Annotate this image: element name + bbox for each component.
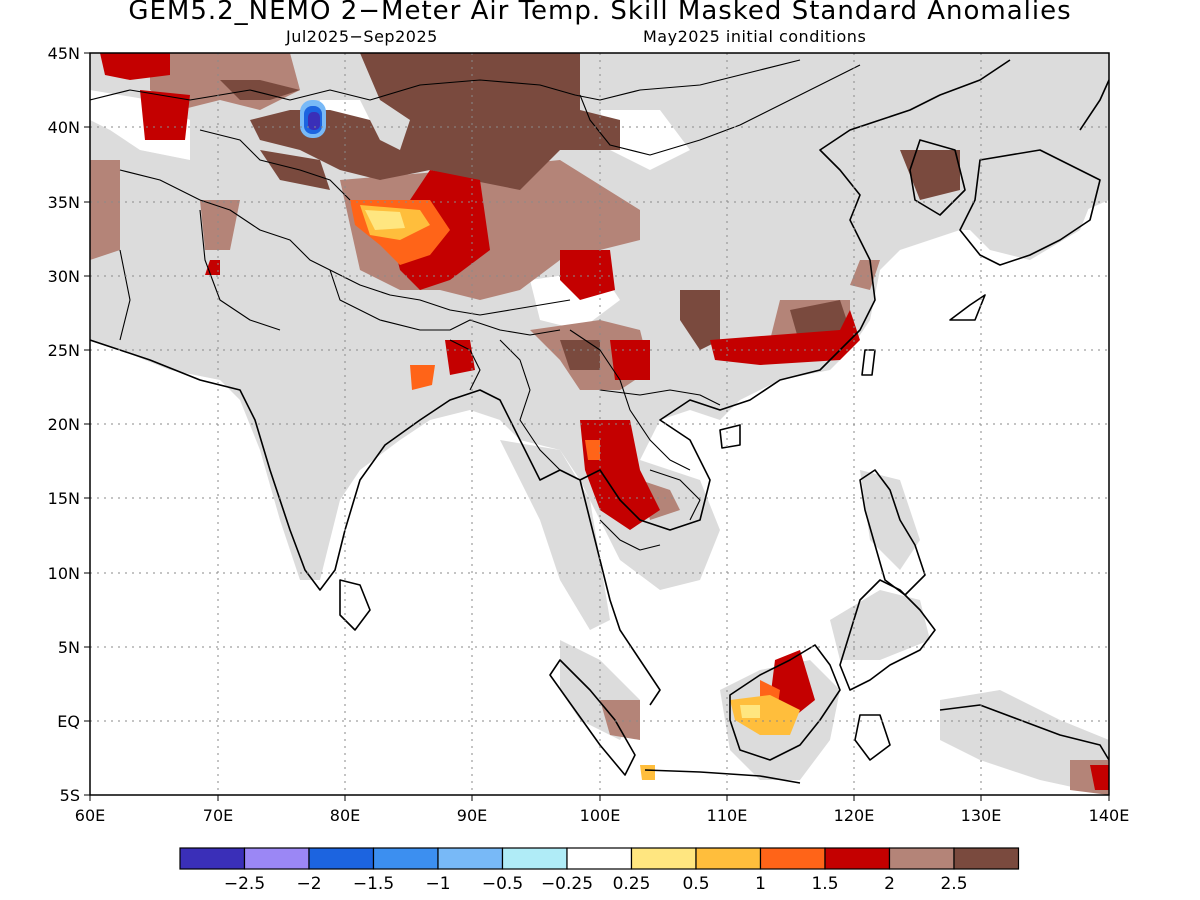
lon-label: 80E xyxy=(330,806,360,825)
negative-anomaly-spot xyxy=(300,100,326,138)
graticule xyxy=(90,53,1109,795)
colorbar: −2.5 −2 −1.5 −1 −0.5 −0.25 0.25 0.5 1 1.5 2 2.5 xyxy=(179,847,1020,894)
colorbar-swatch xyxy=(501,847,568,870)
anomaly-0.25-0.5 xyxy=(365,210,760,718)
lon-label: 130E xyxy=(961,806,1002,825)
colorbar-swatch xyxy=(888,847,955,870)
lat-label: 40N xyxy=(48,118,80,137)
colorbar-swatch xyxy=(695,847,762,870)
lon-label: 110E xyxy=(707,806,748,825)
lon-label: 60E xyxy=(75,806,105,825)
colorbar-swatch xyxy=(243,847,310,870)
colorbar-label: 0.5 xyxy=(682,874,709,894)
colorbar-label: 2.5 xyxy=(940,874,967,894)
lon-label: 120E xyxy=(834,806,875,825)
colorbar-label: −2 xyxy=(296,874,321,894)
colorbar-swatch xyxy=(759,847,826,870)
colorbar-label: −2.5 xyxy=(224,874,265,894)
lat-label: 5N xyxy=(58,638,80,657)
lat-label: 25N xyxy=(48,341,80,360)
colorbar-label: 1 xyxy=(755,874,766,894)
lat-label: 5S xyxy=(60,786,80,805)
lat-label: EQ xyxy=(57,712,80,731)
anomaly-gt-2.5 xyxy=(220,53,960,370)
lon-label: 100E xyxy=(580,806,621,825)
lat-labels: 45N 40N 35N 30N 25N 20N 15N 10N 5N EQ 5S xyxy=(48,44,80,805)
colorbar-swatch xyxy=(437,847,504,870)
colorbar-swatch xyxy=(179,847,246,870)
lat-label: 20N xyxy=(48,415,80,434)
forecast-period: Jul2025−Sep2025 xyxy=(286,27,438,46)
map-title: GEM5.2_NEMO 2−Meter Air Temp. Skill Mask… xyxy=(128,0,1072,26)
lat-label: 30N xyxy=(48,267,80,286)
lat-label: 15N xyxy=(48,489,80,508)
initial-conditions: May2025 initial conditions xyxy=(643,27,867,46)
lon-label: 70E xyxy=(203,806,233,825)
colorbar-label: −1.5 xyxy=(353,874,394,894)
colorbar-swatch xyxy=(372,847,439,870)
colorbar-label: 2 xyxy=(884,874,895,894)
colorbar-label: −0.5 xyxy=(482,874,523,894)
coastlines xyxy=(90,59,1109,784)
colorbar-label: −0.25 xyxy=(541,874,593,894)
tick-marks xyxy=(84,52,1110,801)
colorbar-label: 0.25 xyxy=(613,874,651,894)
colorbar-swatch xyxy=(308,847,375,870)
colorbar-swatch xyxy=(566,847,633,870)
lon-label: 140E xyxy=(1089,806,1130,825)
map-field xyxy=(90,53,1109,795)
lat-label: 35N xyxy=(48,193,80,212)
colorbar-swatch xyxy=(824,847,891,870)
colorbar-label: 1.5 xyxy=(811,874,838,894)
colorbar-swatch xyxy=(953,847,1020,870)
lon-labels: 60E 70E 80E 90E 100E 110E 120E 130E 140E xyxy=(75,806,1130,825)
colorbar-swatch xyxy=(630,847,697,870)
lat-label: 45N xyxy=(48,44,80,63)
lat-label: 10N xyxy=(48,564,80,583)
country-borders xyxy=(90,59,861,551)
colorbar-label: −1 xyxy=(425,874,450,894)
lon-label: 90E xyxy=(457,806,487,825)
